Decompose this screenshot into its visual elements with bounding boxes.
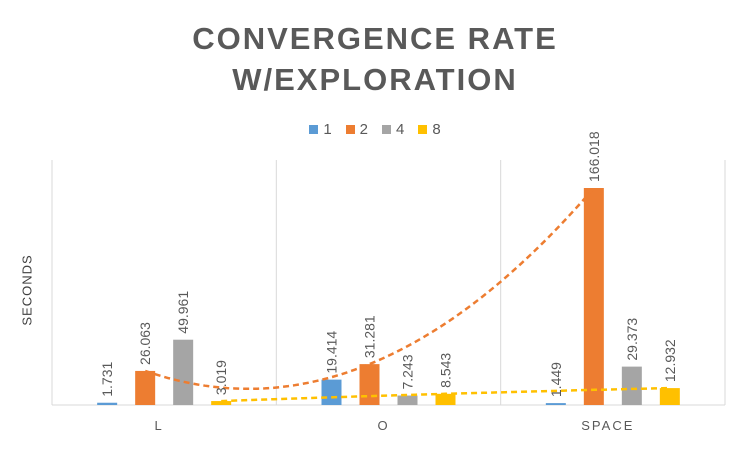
legend-swatch-2 — [345, 125, 355, 134]
data-label-series-8-l: 3.019 — [213, 360, 229, 395]
data-label-series-2-o: 31.281 — [362, 315, 378, 358]
bar-series-8-o — [435, 393, 456, 405]
x-tick-label-l: L — [155, 418, 164, 433]
chart-title-line-2: W/EXPLORATION — [232, 62, 518, 97]
data-label-series-4-space: 29.373 — [624, 318, 640, 361]
data-label-series-2-l: 26.063 — [137, 322, 153, 365]
legend-swatch-4 — [382, 125, 391, 134]
x-tick-label-space: SPACE — [581, 418, 634, 433]
trendline-series-8 — [221, 386, 670, 403]
legend-label-1: 1 — [323, 121, 332, 138]
legend-label-2: 2 — [359, 121, 368, 138]
data-label-series-1-space: 1.449 — [548, 362, 564, 397]
legend-label-4: 4 — [396, 121, 405, 138]
legend-label-8: 8 — [432, 121, 441, 138]
bar-series-2-o — [359, 364, 380, 405]
legend-item-2: 2 — [345, 121, 368, 138]
data-label-series-1-l: 1.731 — [99, 361, 115, 396]
legend-item-8: 8 — [418, 121, 441, 138]
bar-series-1-l — [97, 402, 118, 405]
data-label-series-4-l: 49.961 — [175, 291, 191, 334]
data-label-series-2-space: 166.018 — [586, 131, 602, 182]
data-label-series-8-o: 8.543 — [438, 353, 454, 388]
chart-title: CONVERGENCE RATE W/EXPLORATION — [0, 18, 750, 100]
bar-series-4-l — [173, 339, 194, 405]
data-label-series-1-o: 19.414 — [324, 331, 340, 374]
legend-swatch-1 — [309, 125, 319, 134]
bar-series-8-space — [659, 388, 680, 405]
bar-series-4-space — [621, 366, 642, 405]
chart-legend: 1 2 4 8 — [0, 121, 750, 138]
bar-series-2-space — [583, 188, 604, 405]
legend-item-4: 4 — [382, 121, 404, 138]
bar-series-4-o — [397, 395, 418, 405]
data-label-series-4-o: 7.243 — [400, 354, 416, 389]
legend-item-1: 1 — [309, 121, 332, 138]
bar-series-1-o — [321, 379, 342, 405]
bar-series-8-l — [211, 401, 232, 405]
bar-series-1-space — [545, 403, 566, 405]
x-tick-label-o: O — [377, 418, 389, 433]
bar-series-2-l — [135, 370, 156, 405]
data-label-series-8-space: 12.932 — [662, 339, 678, 382]
chart-title-line-1: CONVERGENCE RATE — [192, 21, 558, 56]
legend-swatch-8 — [418, 125, 428, 134]
